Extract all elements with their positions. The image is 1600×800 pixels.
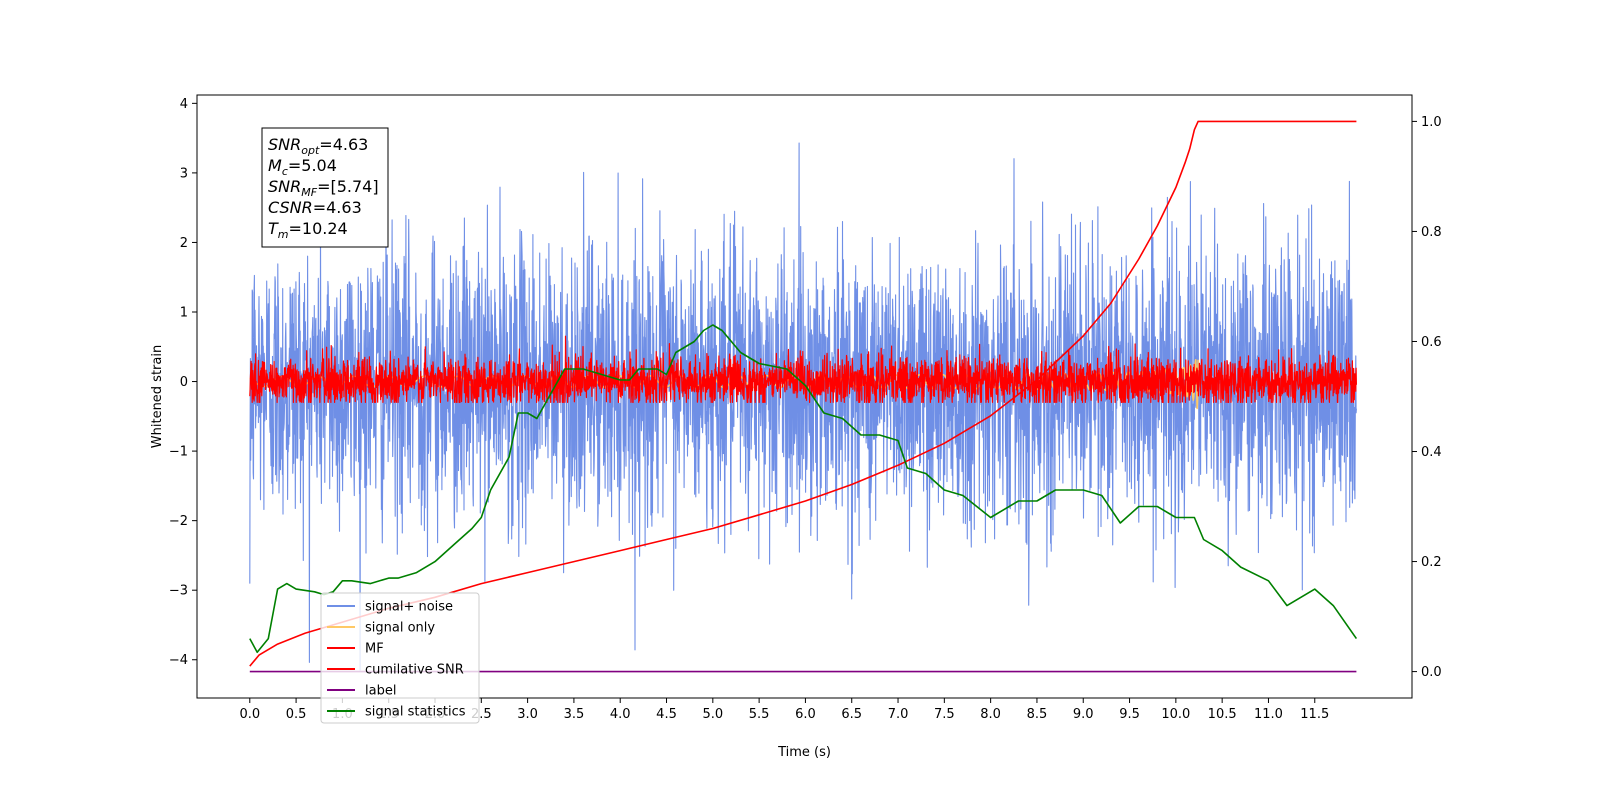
legend-label-signal-statistics: signal statistics (365, 705, 466, 720)
x-tick-label: 9.5 (1119, 707, 1140, 722)
annotation-symbol: CSNR (268, 198, 313, 217)
x-tick-label: 5.5 (749, 707, 770, 722)
legend-label-mf: MF (365, 642, 384, 657)
x-tick-label: 11.5 (1300, 707, 1329, 722)
x-tick-label: 7.0 (888, 707, 909, 722)
y-tick-label: −2 (169, 514, 188, 529)
y-tick-label: 0 (180, 375, 188, 390)
x-tick-label: 7.5 (934, 707, 955, 722)
legend-frame (320, 592, 480, 724)
annotation-subscript: opt (301, 144, 320, 157)
annotation-frame (261, 127, 389, 248)
y-tick-label: 2 (180, 236, 188, 251)
annotation-subscript: MF (301, 186, 317, 199)
annotation-line: Tm=10.24 (268, 219, 348, 241)
legend: signal+ noise signal only MF cumilative SNR… (320, 592, 480, 724)
series-signal-noise-line (249, 142, 1357, 671)
annotation-subscript: m (278, 228, 289, 241)
y-tick-label: 3 (180, 166, 188, 181)
x-tick-label: 10.0 (1161, 707, 1190, 722)
annotation-symbol: SNR (268, 177, 301, 196)
y-axis-left: 4 3 2 1 0 −1 −2 −3 −4 (169, 97, 197, 668)
annotation-box: SNRopt=4.63Mc=5.04SNRMF=[5.74]CSNR=4.63T… (261, 127, 389, 248)
x-tick-label: 3.5 (564, 707, 585, 722)
legend-label-label: label (365, 684, 396, 699)
series-signal-statistics-line (249, 324, 1358, 654)
legend-label-signal-only: signal only (365, 621, 435, 636)
x-tick-label: 11.0 (1254, 707, 1283, 722)
x-tick-label: 0.5 (286, 707, 307, 722)
y-tick-label: −1 (169, 445, 188, 460)
y-axis-right: 1.0 0.8 0.6 0.4 0.2 0.0 (1412, 115, 1442, 680)
x-tick-label: 4.0 (610, 707, 631, 722)
y2-tick-label: 0.4 (1421, 445, 1442, 460)
y2-tick-label: 1.0 (1421, 115, 1442, 130)
y2-tick-label: 0.6 (1421, 335, 1442, 350)
y-tick-label: −4 (169, 653, 188, 668)
x-tick-label: 4.5 (656, 707, 677, 722)
x-tick-label: 6.0 (795, 707, 816, 722)
legend-label-cumilative-snr: cumilative SNR (365, 663, 464, 678)
annotation-value: =10.24 (289, 219, 348, 238)
x-tick-label: 10.5 (1208, 707, 1237, 722)
annotation-value: =4.63 (319, 135, 368, 154)
annotation-line: SNRopt=4.63 (268, 135, 368, 157)
y2-tick-label: 0.2 (1421, 555, 1442, 570)
legend-label-signal-noise: signal+ noise (365, 600, 453, 615)
x-tick-label: 9.0 (1073, 707, 1094, 722)
y-tick-label: 4 (180, 97, 188, 112)
y-axis-label: Whitened strain (150, 345, 165, 448)
x-tick-label: 3.0 (517, 707, 538, 722)
y2-tick-label: 0.0 (1421, 665, 1442, 680)
y-tick-label: 1 (180, 305, 188, 320)
x-axis-label: Time (s) (777, 745, 831, 760)
annotation-value: =5.04 (288, 156, 337, 175)
y-tick-label: −3 (169, 584, 188, 599)
annotation-line: Mc=5.04 (268, 156, 337, 178)
annotation-subscript: c (282, 165, 288, 178)
annotation-line: CSNR=4.63 (268, 198, 362, 217)
x-tick-label: 0.0 (239, 707, 260, 722)
series-mf-line (249, 335, 1357, 403)
annotation-symbol: T (268, 219, 279, 238)
x-tick-label: 5.0 (702, 707, 723, 722)
annotation-symbol: SNR (268, 135, 301, 154)
plot-frame (196, 94, 1413, 699)
annotation-line: SNRMF=[5.74] (268, 177, 379, 199)
annotation-symbol: M (268, 156, 282, 175)
annotation-value: =[5.74] (317, 177, 379, 196)
x-tick-label: 8.0 (980, 707, 1001, 722)
x-tick-label: 6.5 (841, 707, 862, 722)
annotation-value: =4.63 (313, 198, 362, 217)
x-tick-label: 8.5 (1027, 707, 1048, 722)
y2-tick-label: 0.8 (1421, 225, 1442, 240)
